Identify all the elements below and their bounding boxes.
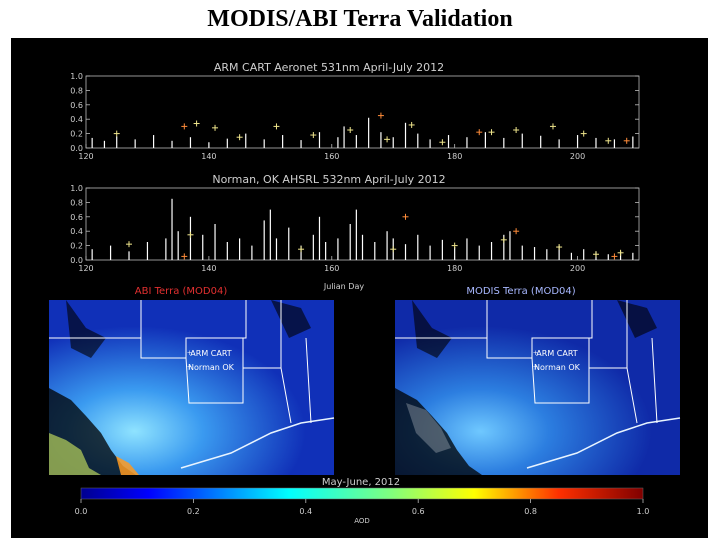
chart1-plus-marker: [549, 123, 556, 130]
right-map-marker-norman: +: [533, 362, 538, 372]
map-period-caption: May-June, 2012: [322, 477, 400, 488]
chart2-plus-marker: [451, 242, 458, 249]
chart2-xtick-label: 160: [324, 264, 339, 273]
chart2-plus-marker: [126, 241, 133, 248]
chart1-plot-area: [85, 75, 640, 149]
chart1-plus-marker: [488, 129, 495, 136]
chart1-plus-marker: [193, 120, 200, 127]
chart1-xtick-label: 160: [324, 152, 339, 161]
left-map-marker-arm: +: [187, 348, 192, 358]
chart2-plus-marker: [500, 236, 507, 243]
chart1-plus-marker: [580, 130, 587, 137]
chart2-ytick-label: 0.4: [70, 227, 83, 236]
left-map-label-arm: ARM CART: [190, 349, 232, 358]
chart1-ytick-label: 0.2: [70, 130, 83, 139]
colorbar-tick-label: 0.8: [524, 507, 537, 516]
colorbar-tick-label: 0.0: [75, 507, 88, 516]
chart1-xtick-label: 120: [78, 152, 93, 161]
chart2-title: Norman, OK AHSRL 532nm April-July 2012: [212, 173, 445, 186]
chart2-orange-marker: [181, 253, 188, 260]
chart2-ytick-label: 0.6: [70, 213, 83, 222]
chart1-ytick-label: 1.0: [70, 72, 83, 81]
chart2-orange-marker: [402, 213, 409, 220]
chart1-orange-marker: [623, 137, 630, 144]
chart1-plus-marker: [212, 124, 219, 131]
chart2-xtick-label: 200: [570, 264, 585, 273]
chart1-ytick-label: 0.6: [70, 101, 83, 110]
colorbar-tick-label: 0.2: [187, 507, 200, 516]
chart1-plus-marker: [439, 139, 446, 146]
chart1-plus-marker: [384, 136, 391, 143]
chart2-orange-marker: [611, 253, 618, 260]
chart1-ytick-label: 0.0: [70, 144, 83, 153]
chart1-orange-marker: [181, 123, 188, 130]
colorbar-tick-label: 0.4: [299, 507, 312, 516]
colorbar-tick-label: 0.6: [412, 507, 425, 516]
chart2-ytick-label: 0.8: [70, 198, 83, 207]
left-map-marker-norman: +: [187, 362, 192, 372]
chart2-orange-marker: [513, 228, 520, 235]
right-aod-map: ARM CART Norman OK + +: [395, 300, 681, 475]
chart1-ytick-label: 0.4: [70, 115, 83, 124]
chart1-plus-marker: [273, 123, 280, 130]
right-map-label-norman: Norman OK: [534, 363, 581, 372]
chart1-plus-marker: [408, 121, 415, 128]
figure-canvas: ARM CART Aeronet 531nm April-July 2012 1…: [49, 61, 681, 525]
chart1-plus-marker: [310, 132, 317, 139]
chart1-xtick-label: 140: [201, 152, 216, 161]
chart2-xtick-label: 180: [447, 264, 462, 273]
chart1-plus-marker: [513, 127, 520, 133]
chart1-title: ARM CART Aeronet 531nm April-July 2012: [214, 61, 444, 74]
chart2-ytick-label: 0.0: [70, 256, 83, 265]
chart1-plus-marker: [113, 130, 120, 137]
chart1-plus-marker: [605, 137, 612, 144]
page-title: MODIS/ABI Terra Validation: [207, 6, 513, 32]
chart1-plus-marker: [347, 127, 354, 133]
chart1-plus-marker: [236, 134, 243, 141]
chart1-ytick-label: 0.8: [70, 86, 83, 95]
chart1-xtick-label: 180: [447, 152, 462, 161]
right-map-marker-arm: +: [533, 348, 538, 358]
colorbar-label: AOD: [354, 517, 370, 525]
figure-panel: ARM CART Aeronet 531nm April-July 2012 1…: [11, 38, 708, 538]
chart2-ytick-label: 1.0: [70, 184, 83, 193]
left-map-label-norman: Norman OK: [188, 363, 235, 372]
chart2-xtick-label: 140: [201, 264, 216, 273]
colorbar-tick-label: 1.0: [637, 507, 650, 516]
chart2-plus-marker: [187, 231, 194, 238]
chart2-ytick-label: 0.2: [70, 242, 83, 251]
right-map-title: MODIS Terra (MOD04): [466, 286, 575, 297]
chart2-xtick-label: 120: [78, 264, 93, 273]
right-map-label-arm: ARM CART: [536, 349, 578, 358]
chart1-orange-marker: [476, 129, 483, 136]
chart2-plus-marker: [298, 246, 305, 253]
chart1-xtick-label: 200: [570, 152, 585, 161]
chart2-plus-marker: [592, 251, 599, 258]
chart1-orange-marker: [377, 112, 384, 119]
chart2-plus-marker: [556, 244, 563, 251]
chart2-xlabel: Julian Day: [323, 282, 364, 291]
left-aod-map: ARM CART Norman OK + +: [49, 300, 335, 475]
chart2-plus-marker: [617, 249, 624, 256]
aod-colorbar: [80, 487, 644, 500]
left-map-title: ABI Terra (MOD04): [135, 286, 228, 297]
chart2-plus-marker: [390, 246, 397, 253]
